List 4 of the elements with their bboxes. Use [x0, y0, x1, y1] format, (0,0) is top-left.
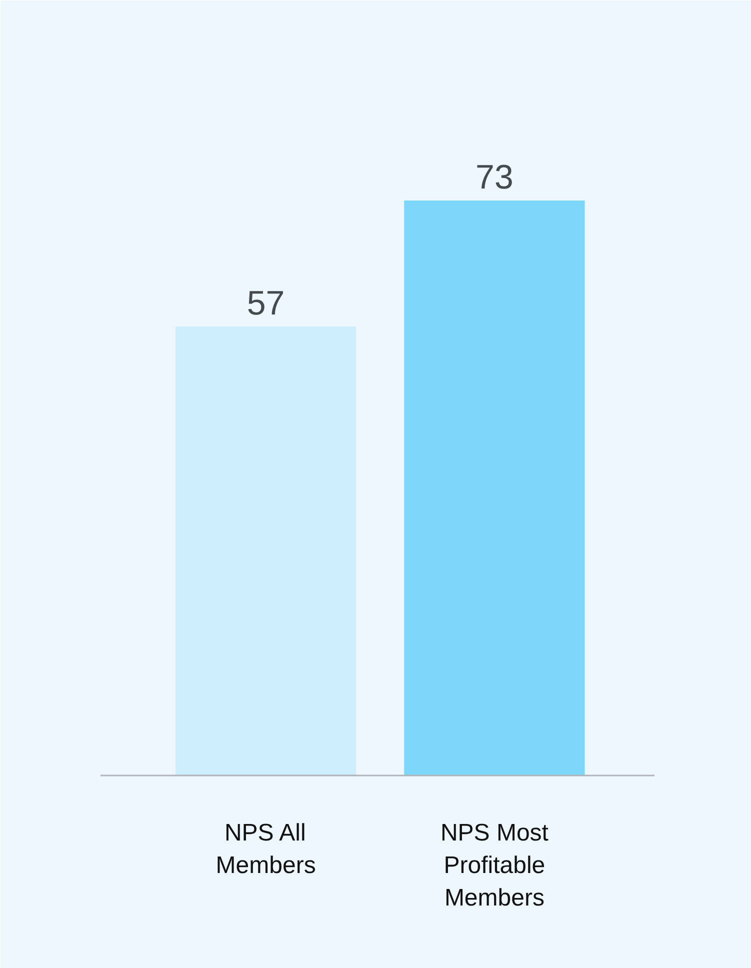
x-tick-label: NPS All Members [216, 820, 316, 879]
x-tick-label: NPS Most Profitable Members [440, 820, 549, 912]
data-label: 57 [246, 284, 285, 323]
data-label: 73 [476, 158, 514, 197]
